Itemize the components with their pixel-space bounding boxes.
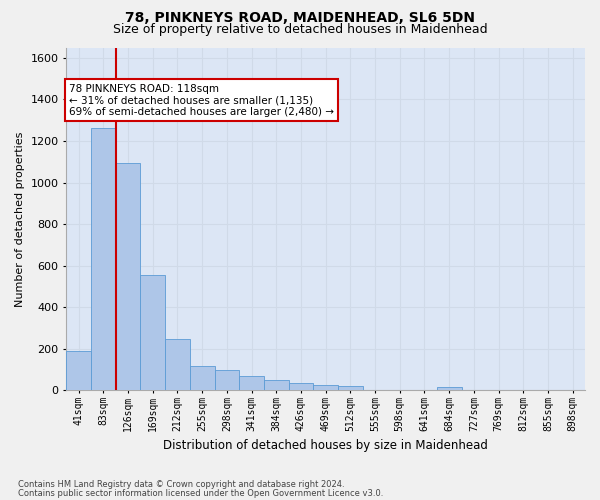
Bar (165, 340, 190, 390)
Bar (91, 128, 116, 390)
X-axis label: Distribution of detached houses by size in Maidenhead: Distribution of detached houses by size … (163, 440, 488, 452)
Text: Contains HM Land Registry data © Crown copyright and database right 2024.: Contains HM Land Registry data © Crown c… (18, 480, 344, 489)
Text: 78 PINKNEYS ROAD: 118sqm
← 31% of detached houses are smaller (1,135)
69% of sem: 78 PINKNEYS ROAD: 118sqm ← 31% of detach… (69, 84, 334, 116)
Bar (264, 380, 289, 390)
Bar (215, 370, 239, 390)
Text: Contains public sector information licensed under the Open Government Licence v3: Contains public sector information licen… (18, 488, 383, 498)
Text: Size of property relative to detached houses in Maidenhead: Size of property relative to detached ho… (113, 22, 487, 36)
Y-axis label: Number of detached properties: Number of detached properties (15, 131, 25, 306)
Bar (289, 383, 313, 390)
Bar (338, 386, 363, 390)
Bar (116, 163, 140, 390)
Bar (437, 386, 461, 390)
Bar (67, 351, 91, 391)
Bar (140, 275, 165, 390)
Bar (190, 366, 215, 390)
Text: 78, PINKNEYS ROAD, MAIDENHEAD, SL6 5DN: 78, PINKNEYS ROAD, MAIDENHEAD, SL6 5DN (125, 11, 475, 25)
Bar (313, 384, 338, 390)
Bar (239, 376, 264, 390)
